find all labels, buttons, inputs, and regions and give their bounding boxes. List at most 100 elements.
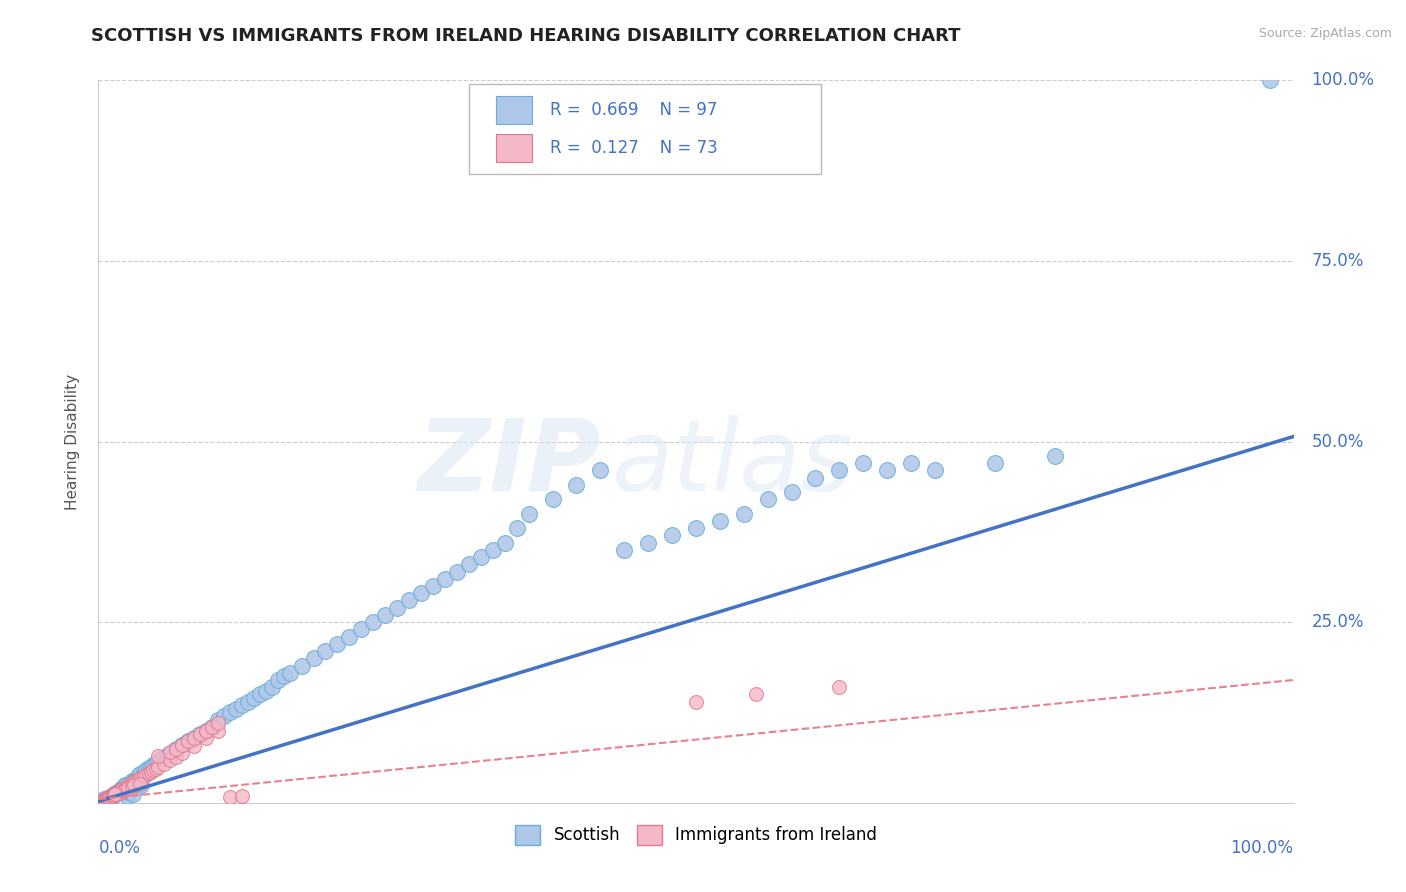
Text: SCOTTISH VS IMMIGRANTS FROM IRELAND HEARING DISABILITY CORRELATION CHART: SCOTTISH VS IMMIGRANTS FROM IRELAND HEAR… [91, 27, 960, 45]
Bar [496, 96, 533, 124]
Point [219, 790, 242, 805]
Point [104, 786, 127, 800]
Point [183, 731, 205, 745]
Text: 25.0%: 25.0% [1312, 613, 1364, 632]
Point [121, 774, 143, 789]
Point [212, 709, 235, 723]
Point [363, 615, 385, 630]
Point [900, 456, 922, 470]
Point [506, 521, 529, 535]
Point [149, 752, 172, 766]
Point [100, 789, 122, 804]
Point [124, 779, 146, 793]
Point [172, 746, 194, 760]
Point [98, 790, 122, 805]
Point [756, 492, 779, 507]
Point [135, 764, 157, 778]
Point [1258, 73, 1281, 87]
Point [804, 470, 827, 484]
Point [132, 769, 155, 783]
Legend: Scottish, Immigrants from Ireland: Scottish, Immigrants from Ireland [515, 825, 877, 845]
Point [135, 767, 157, 781]
Point [108, 786, 131, 800]
Point [613, 542, 636, 557]
Point [97, 791, 120, 805]
Point [115, 778, 138, 792]
Point [183, 731, 205, 745]
Point [101, 788, 124, 802]
Point [148, 754, 170, 768]
Point [709, 514, 731, 528]
Point [434, 572, 457, 586]
Point [188, 727, 211, 741]
Point [131, 778, 153, 792]
Point [733, 507, 755, 521]
Point [165, 749, 187, 764]
Point [105, 786, 128, 800]
Point [111, 784, 134, 798]
Point [120, 778, 142, 792]
Point [254, 683, 277, 698]
Text: atlas: atlas [613, 415, 853, 512]
Point [481, 542, 505, 557]
Point [118, 778, 141, 792]
Point [172, 738, 194, 752]
Point [97, 790, 120, 805]
Point [111, 782, 134, 797]
Point [219, 706, 242, 720]
Point [90, 794, 112, 808]
Point [661, 528, 683, 542]
Point [243, 691, 266, 706]
Point [103, 787, 125, 801]
Point [148, 748, 170, 763]
Point [183, 739, 205, 753]
FancyBboxPatch shape [470, 84, 821, 174]
Point [745, 687, 768, 701]
Point [139, 764, 162, 779]
Point [111, 781, 134, 796]
Point [107, 784, 129, 798]
Point [129, 777, 152, 791]
Point [93, 794, 115, 808]
Point [291, 658, 314, 673]
Point [780, 485, 803, 500]
Point [201, 720, 224, 734]
Point [108, 783, 131, 797]
Point [117, 781, 139, 796]
Point [104, 787, 127, 801]
Point [115, 779, 138, 793]
Point [118, 781, 141, 796]
Point [458, 558, 481, 572]
Point [121, 776, 143, 790]
Point [138, 766, 160, 780]
Point [249, 687, 271, 701]
Point [110, 782, 132, 797]
Point [1043, 449, 1066, 463]
Point [108, 783, 131, 797]
Point [100, 789, 122, 803]
Text: 50.0%: 50.0% [1312, 433, 1364, 450]
Point [97, 791, 120, 805]
Point [107, 784, 129, 798]
Point [152, 751, 174, 765]
Point [828, 680, 851, 694]
Point [398, 593, 420, 607]
Point [159, 745, 181, 759]
Point [207, 713, 229, 727]
Text: Source: ZipAtlas.com: Source: ZipAtlas.com [1258, 27, 1392, 40]
Point [98, 790, 121, 805]
Point [517, 507, 540, 521]
Point [148, 760, 170, 774]
Point [278, 665, 301, 680]
Point [129, 767, 152, 781]
Point [105, 786, 128, 800]
Point [541, 492, 564, 507]
Point [685, 695, 707, 709]
Point [195, 723, 218, 738]
Point [124, 774, 146, 789]
Point [103, 788, 125, 802]
Point [105, 787, 128, 801]
Point [494, 535, 516, 549]
Point [128, 772, 150, 786]
Point [96, 792, 118, 806]
